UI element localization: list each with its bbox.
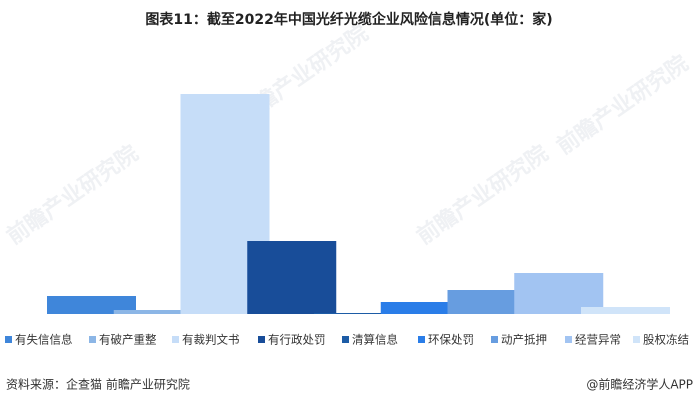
legend-swatch [89,336,96,343]
bar [314,313,403,314]
legend-label: 动产抵押 [501,333,547,347]
bar [113,310,203,314]
legend-label: 经营异常 [575,333,621,347]
chart-title: 图表11：截至2022年中国光纤光缆企业风险信息情况(单位：家) [145,11,552,28]
legend-swatch [258,336,265,343]
legend-label: 有裁判文书 [182,333,240,347]
legend-label: 有失信信息 [15,333,73,347]
bar [247,241,337,314]
watermark: 前瞻产业研究院 [412,140,553,250]
bars [47,94,670,314]
watermark: 前瞻产业研究院 [552,50,693,160]
legend-swatch [418,336,425,343]
legend: 有失信信息 有破产重整 有裁判文书 有行政处罚 清算信息 环保处罚 动产抵押 经营异常 股权冻结 [5,333,689,347]
legend-label: 有行政处罚 [268,333,326,347]
watermarks: 前瞻产业研究院 前瞻产业研究院 前瞻产业研究院 前瞻产业研究院 [2,20,693,250]
legend-swatch [491,336,498,343]
legend-swatch [633,336,640,343]
legend-swatch [5,336,12,343]
source: 资料来源：企查猫 前瞻产业研究院 [6,377,190,392]
legend-label: 有破产重整 [99,333,157,347]
legend-label: 股权冻结 [643,333,689,347]
legend-label: 清算信息 [352,333,398,347]
legend-label: 环保处罚 [428,333,474,347]
credit: @前瞻经济学人APP [586,377,693,392]
legend-swatch [342,336,349,343]
legend-swatch [172,336,179,343]
legend-swatch [565,336,572,343]
watermark: 前瞻产业研究院 [2,140,143,250]
bar [47,296,136,314]
bar [581,307,670,314]
